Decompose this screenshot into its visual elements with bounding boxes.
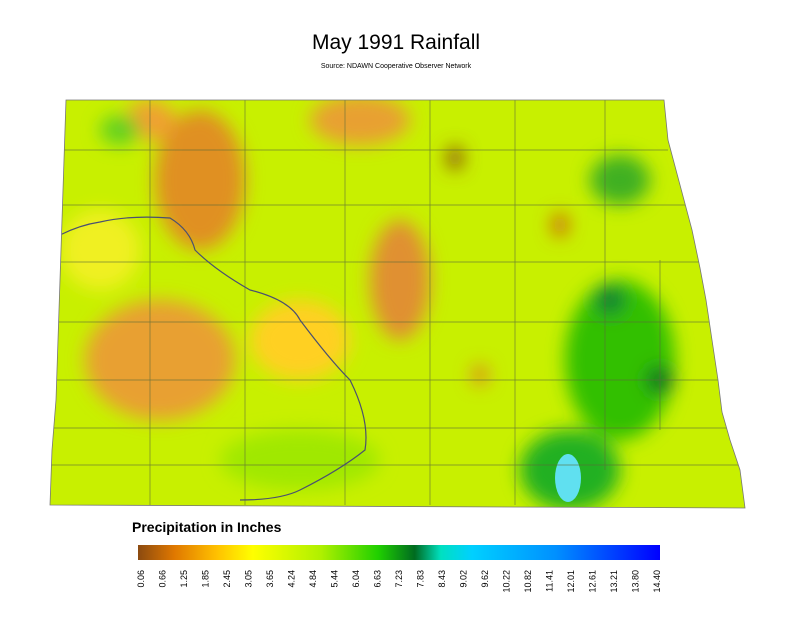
title: May 1991 Rainfall [312, 31, 480, 54]
legend-label: 4.24 [287, 570, 297, 588]
legend-label: 13.80 [631, 570, 641, 593]
legend-label: 12.61 [588, 570, 598, 593]
legend-label: 1.25 [179, 570, 189, 588]
legend-label: 12.01 [566, 570, 576, 593]
color-scale [138, 545, 660, 560]
legend-label: 0.06 [136, 570, 146, 588]
legend-label: 1.85 [201, 570, 211, 588]
legend-label: 10.82 [523, 570, 533, 593]
legend-label: 3.65 [265, 570, 275, 588]
legend-label: 6.63 [373, 570, 383, 588]
source: Source: NDAWN Cooperative Observer Netwo… [321, 63, 472, 70]
legend-label: 0.66 [158, 570, 168, 588]
legend-label: 8.43 [437, 570, 447, 588]
legend-label: 3.05 [244, 570, 254, 588]
legend-label: 2.45 [222, 570, 232, 588]
legend-label: 10.22 [502, 570, 512, 593]
legend-label: 5.44 [330, 570, 340, 588]
rainfall-map [50, 100, 745, 508]
legend-label: 9.02 [459, 570, 469, 588]
legend-label: 6.04 [351, 570, 361, 588]
legend-label: 4.84 [308, 570, 318, 588]
legend-label: 7.23 [394, 570, 404, 588]
legend-label: 13.21 [609, 570, 619, 593]
state-border [49, 99, 746, 509]
legend-label: 9.62 [480, 570, 490, 588]
legend-labels: 0.06 0.66 1.25 1.85 2.45 3.05 3.65 4.24 4.84 5.44… [136, 570, 662, 593]
legend-label: 7.83 [416, 570, 426, 588]
legend-title: Precipitation in Inches [132, 519, 282, 535]
legend-label: 14.40 [652, 570, 662, 593]
legend-label: 11.41 [545, 570, 555, 592]
